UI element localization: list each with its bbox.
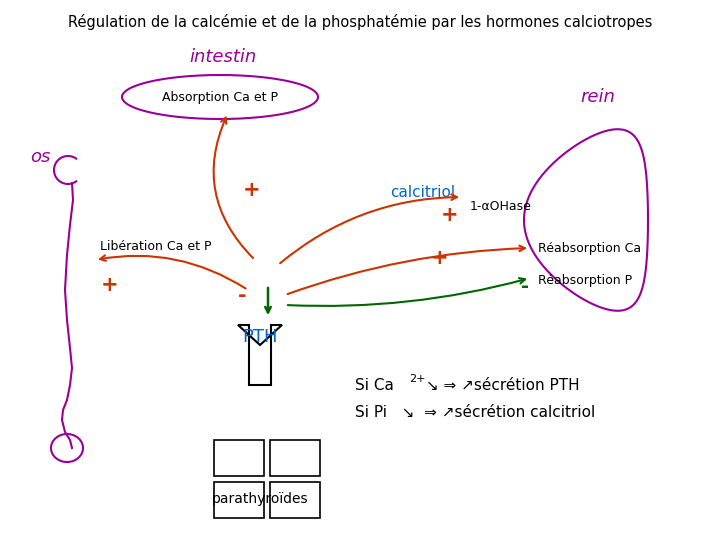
Text: intestin: intestin — [189, 48, 256, 66]
Text: Régulation de la calcémie et de la phosphatémie par les hormones calciotropes: Régulation de la calcémie et de la phosp… — [68, 14, 652, 30]
Text: os: os — [30, 148, 50, 166]
Text: Absorption Ca et P: Absorption Ca et P — [162, 91, 278, 104]
Bar — [214, 482, 264, 518]
Text: +: + — [243, 180, 261, 200]
Text: +: + — [102, 275, 119, 295]
Text: calcitriol: calcitriol — [390, 185, 455, 200]
Text: Réabsorption Ca: Réabsorption Ca — [538, 242, 641, 255]
Text: rein: rein — [580, 88, 616, 106]
Text: Réabsorption P: Réabsorption P — [538, 274, 632, 287]
Text: 2+: 2+ — [409, 374, 426, 384]
Text: +: + — [431, 248, 449, 268]
Bar — [270, 482, 320, 518]
Bar — [270, 440, 320, 476]
Text: Si Ca: Si Ca — [355, 378, 394, 393]
Text: parathyroïdes: parathyroïdes — [212, 492, 308, 506]
Text: -: - — [238, 286, 246, 306]
Text: +: + — [441, 205, 459, 225]
Text: Libération Ca et P: Libération Ca et P — [100, 240, 212, 253]
Text: 1-αOHase: 1-αOHase — [470, 200, 532, 213]
Text: ↘ ⇒ ↗sécrétion PTH: ↘ ⇒ ↗sécrétion PTH — [421, 378, 580, 393]
Text: PTH: PTH — [242, 328, 278, 346]
Polygon shape — [238, 325, 282, 385]
Text: -: - — [521, 278, 529, 296]
Bar — [214, 440, 264, 476]
Text: Si Pi   ↘  ⇒ ↗sécrétion calcitriol: Si Pi ↘ ⇒ ↗sécrétion calcitriol — [355, 405, 595, 420]
